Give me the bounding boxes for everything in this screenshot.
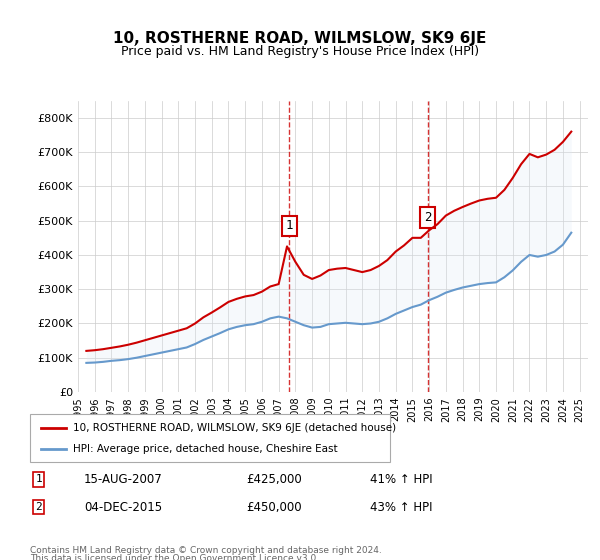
Text: 10, ROSTHERNE ROAD, WILMSLOW, SK9 6JE: 10, ROSTHERNE ROAD, WILMSLOW, SK9 6JE: [113, 31, 487, 46]
Text: 10, ROSTHERNE ROAD, WILMSLOW, SK9 6JE (detached house): 10, ROSTHERNE ROAD, WILMSLOW, SK9 6JE (d…: [73, 423, 397, 433]
Text: 1: 1: [35, 474, 42, 484]
Text: £450,000: £450,000: [246, 501, 302, 514]
Text: 15-AUG-2007: 15-AUG-2007: [84, 473, 163, 486]
FancyBboxPatch shape: [30, 414, 390, 462]
Text: 2: 2: [35, 502, 42, 512]
Text: Price paid vs. HM Land Registry's House Price Index (HPI): Price paid vs. HM Land Registry's House …: [121, 45, 479, 58]
Text: HPI: Average price, detached house, Cheshire East: HPI: Average price, detached house, Ches…: [73, 444, 338, 454]
Text: £425,000: £425,000: [246, 473, 302, 486]
Text: 41% ↑ HPI: 41% ↑ HPI: [370, 473, 433, 486]
Text: This data is licensed under the Open Government Licence v3.0.: This data is licensed under the Open Gov…: [30, 554, 319, 560]
Text: 1: 1: [285, 220, 293, 232]
Text: 43% ↑ HPI: 43% ↑ HPI: [370, 501, 433, 514]
Text: 04-DEC-2015: 04-DEC-2015: [84, 501, 162, 514]
Text: Contains HM Land Registry data © Crown copyright and database right 2024.: Contains HM Land Registry data © Crown c…: [30, 546, 382, 555]
Text: 2: 2: [424, 211, 431, 224]
